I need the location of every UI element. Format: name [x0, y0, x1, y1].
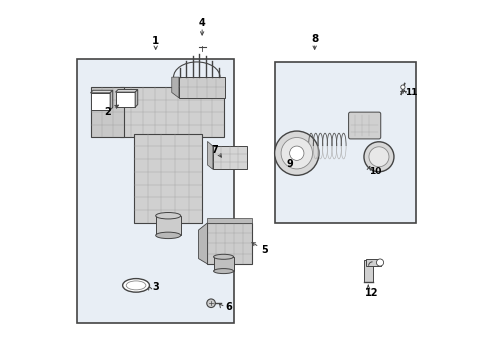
Text: 10: 10 [369, 167, 382, 176]
Polygon shape [91, 90, 113, 93]
Circle shape [401, 85, 405, 89]
Text: 8: 8 [311, 34, 318, 44]
Text: 12: 12 [365, 288, 379, 297]
Ellipse shape [214, 269, 234, 274]
Ellipse shape [156, 232, 181, 239]
Ellipse shape [122, 279, 149, 292]
FancyBboxPatch shape [348, 112, 381, 139]
Bar [275, 62, 416, 223]
Text: 6: 6 [225, 302, 232, 312]
Bar [214, 257, 234, 271]
Circle shape [281, 138, 313, 169]
Polygon shape [207, 141, 213, 169]
Polygon shape [91, 93, 110, 110]
Polygon shape [116, 90, 138, 92]
Text: 7: 7 [211, 145, 218, 155]
Circle shape [376, 259, 384, 266]
Text: 5: 5 [261, 245, 268, 255]
Bar [120, 87, 223, 137]
Circle shape [207, 299, 215, 307]
Polygon shape [110, 90, 113, 110]
Bar [364, 260, 372, 282]
Bar [367, 259, 381, 266]
Bar [179, 77, 225, 98]
Bar [77, 59, 234, 323]
Text: 11: 11 [405, 88, 417, 97]
Text: 4: 4 [199, 18, 205, 28]
Polygon shape [198, 223, 207, 264]
Polygon shape [172, 77, 179, 98]
Ellipse shape [156, 212, 181, 219]
Text: 9: 9 [286, 159, 293, 169]
Ellipse shape [126, 281, 146, 290]
Bar [207, 223, 252, 264]
Bar [92, 87, 123, 137]
Bar [213, 146, 247, 169]
Circle shape [275, 131, 319, 175]
Bar [156, 216, 181, 235]
Polygon shape [207, 217, 252, 223]
Text: 1: 1 [152, 36, 159, 46]
Circle shape [290, 146, 304, 160]
Polygon shape [116, 92, 135, 107]
Text: 3: 3 [152, 282, 159, 292]
Polygon shape [135, 90, 138, 107]
Text: 2: 2 [104, 107, 111, 117]
Ellipse shape [214, 254, 234, 259]
Bar [134, 134, 202, 223]
Circle shape [364, 142, 394, 172]
Circle shape [369, 147, 389, 167]
